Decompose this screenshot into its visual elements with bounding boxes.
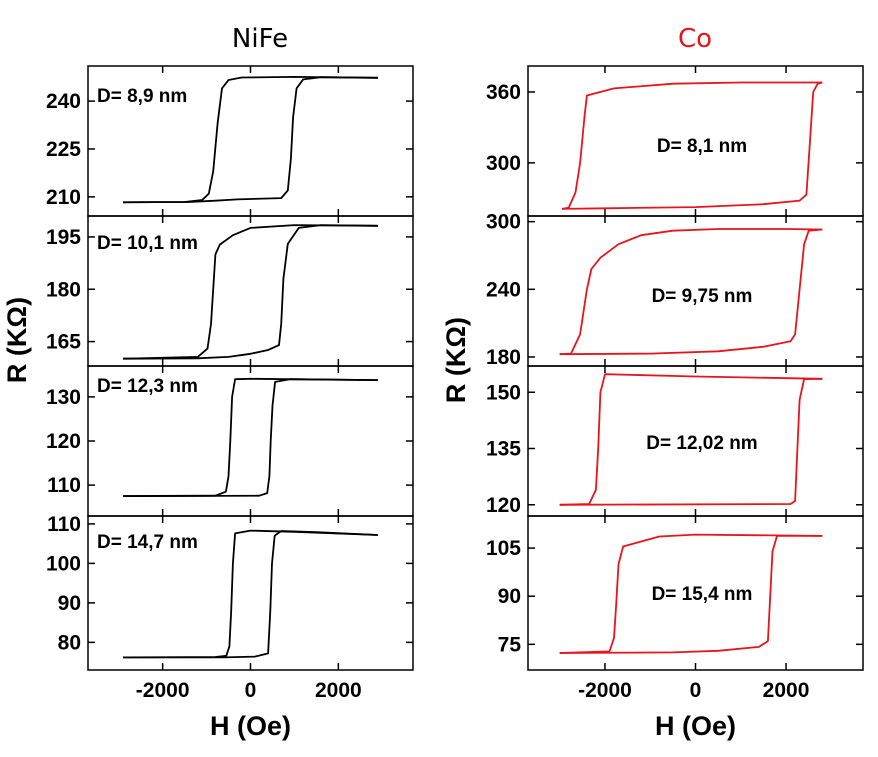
y-tick-label: 110	[47, 513, 81, 536]
panel-annotation: D= 8,1 nm	[657, 136, 747, 157]
y-tick-label: 80	[58, 631, 81, 654]
panel: 210 225 240 D= 8,9 nm	[46, 65, 414, 217]
y-tick-label: 90	[498, 585, 521, 608]
y-tick-label: 300	[486, 211, 521, 234]
y-tick-label: 195	[46, 226, 81, 249]
y-tick-label: 180	[486, 346, 521, 369]
panel-annotation: D= 10,1 nm	[97, 233, 198, 254]
series-down-branch	[123, 224, 378, 360]
nife-column: NiFe 210 225 240 D= 8,9 nm 165 180 195 D= 10,1 n…	[2, 24, 414, 741]
y-tick-label: 120	[486, 494, 521, 517]
y-tick-label: 210	[46, 186, 81, 209]
series-up-branch	[123, 378, 378, 498]
panel: 80 90 100 110 D= 14,7 nm	[46, 513, 414, 671]
y-axis-label: R (KΩ)	[2, 297, 32, 383]
series-up-branch	[123, 224, 378, 360]
panel-annotation: D= 12,02 nm	[646, 433, 757, 454]
panel: 75 90 105 D= 15,4 nm	[486, 515, 864, 671]
x-axis-label: H (Oe)	[210, 711, 291, 741]
y-tick-label: 100	[46, 552, 81, 575]
x-tick-label: 2000	[315, 679, 362, 702]
y-tick-label: 165	[46, 331, 81, 354]
series-up-branch	[559, 535, 823, 654]
x-tick-label: -2000	[578, 679, 632, 702]
panel: 165 180 195 D= 10,1 nm	[46, 215, 414, 367]
panel-annotation: D= 9,75 nm	[652, 286, 753, 307]
panel-annotation: D= 12,3 nm	[97, 376, 198, 397]
y-tick-label: 75	[498, 633, 522, 656]
y-tick-label: 90	[58, 592, 81, 615]
series-up-branch	[559, 228, 823, 356]
panel-annotation: D= 8,9 nm	[97, 86, 187, 107]
y-tick-label: 240	[486, 278, 521, 301]
series-down-branch	[561, 81, 823, 210]
panel-annotation: D= 14,7 nm	[97, 532, 198, 553]
panel: 180 240 300 D= 9,75 nm	[486, 211, 864, 369]
series-down-branch	[123, 377, 378, 497]
y-tick-label: 130	[46, 386, 81, 409]
series-up-branch	[561, 81, 823, 210]
panel: 300 360 D= 8,1 nm	[486, 65, 864, 217]
column-title: NiFe	[232, 24, 288, 54]
panel: 120 135 150 D= 12,02 nm	[486, 365, 864, 517]
x-tick-label: -2000	[136, 679, 190, 702]
x-tick-label: 2000	[763, 679, 810, 702]
series-up-branch	[123, 76, 378, 204]
x-tick-label: 0	[690, 679, 702, 702]
y-tick-label: 135	[486, 438, 521, 461]
y-tick-label: 150	[486, 381, 521, 404]
x-axis-label: H (Oe)	[655, 711, 736, 741]
y-tick-label: 180	[46, 278, 81, 301]
panel: 110 120 130 D= 12,3 nm	[46, 365, 414, 517]
y-axis-label: R (KΩ)	[441, 317, 471, 403]
column-title: Co	[678, 24, 712, 54]
series-down-branch	[559, 228, 823, 356]
y-tick-label: 110	[47, 474, 81, 497]
series-down-branch	[559, 373, 823, 506]
series-down-branch	[559, 533, 823, 654]
series-down-branch	[123, 76, 378, 204]
series-down-branch	[123, 529, 378, 659]
y-tick-label: 105	[486, 537, 521, 560]
x-tick-label: 0	[245, 679, 257, 702]
panel-annotation: D= 15,4 nm	[652, 584, 753, 605]
y-tick-label: 225	[46, 138, 81, 161]
y-tick-label: 300	[486, 152, 521, 175]
y-tick-label: 240	[46, 90, 81, 113]
y-tick-label: 360	[486, 81, 521, 104]
y-tick-label: 120	[46, 430, 81, 453]
